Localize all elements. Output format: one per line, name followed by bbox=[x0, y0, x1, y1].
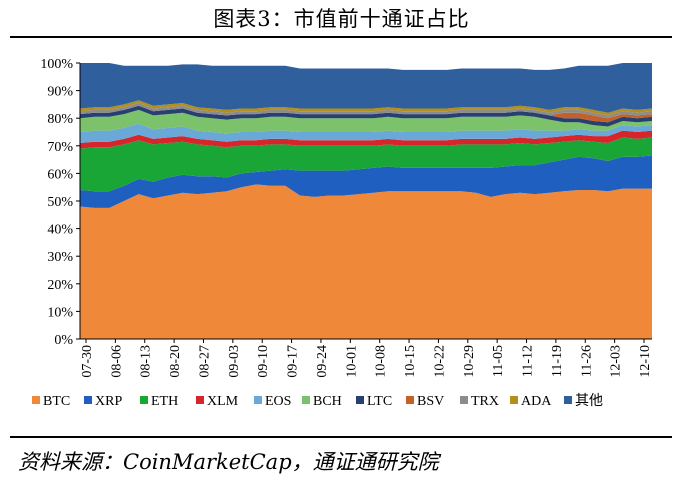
x-tick-label: 09-17 bbox=[286, 345, 301, 378]
legend-swatch bbox=[510, 396, 518, 404]
legend-swatch bbox=[406, 396, 414, 404]
x-tick-label: 10-01 bbox=[344, 345, 359, 378]
x-tick-labels: 07-30 08-06 08-13 08-20 08-27 09-03 09-10 09-17… bbox=[80, 339, 653, 378]
legend-label: LTC bbox=[367, 394, 392, 409]
area-series-group bbox=[80, 63, 652, 339]
y-tick-label: 100% bbox=[40, 57, 73, 72]
x-tick-label: 08-27 bbox=[197, 345, 212, 378]
x-tick-label: 09-03 bbox=[227, 345, 242, 378]
figure-title: 图表3：市值前十通证占比 bbox=[213, 7, 470, 31]
y-tick-label: 70% bbox=[47, 140, 73, 155]
x-tick-label: 12-03 bbox=[609, 345, 624, 378]
legend-label: TRX bbox=[471, 394, 499, 409]
x-tick-label: 12-10 bbox=[638, 345, 653, 378]
area-series-3 bbox=[80, 130, 652, 149]
legend-swatch bbox=[564, 396, 572, 404]
area-series-1 bbox=[80, 155, 652, 208]
y-tick-label: 60% bbox=[47, 167, 73, 182]
y-tick-label: 80% bbox=[47, 112, 73, 127]
area-series-10 bbox=[80, 63, 652, 113]
area-series-6 bbox=[80, 105, 652, 127]
x-tick-label: 11-12 bbox=[521, 345, 536, 377]
legend-swatch bbox=[460, 396, 468, 404]
legend-label: BTC bbox=[43, 394, 70, 409]
stacked-area-chart: 0%10%20%30%40%50%60%70%80%90%100% 07-30 0… bbox=[32, 57, 653, 409]
x-tick-label: 09-24 bbox=[315, 345, 330, 378]
y-tick-label: 0% bbox=[54, 333, 73, 348]
x-tick-label: 10-15 bbox=[403, 345, 418, 378]
area-series-0 bbox=[80, 184, 652, 339]
legend-swatch bbox=[140, 396, 148, 404]
legend-label: XLM bbox=[207, 394, 239, 409]
legend-swatch bbox=[32, 396, 40, 404]
y-tick-label: 10% bbox=[47, 305, 73, 320]
x-tick-label: 10-29 bbox=[462, 345, 477, 378]
x-tick-label: 08-13 bbox=[139, 345, 154, 378]
area-series-5 bbox=[80, 109, 652, 134]
legend-label: ADA bbox=[521, 394, 552, 409]
area-series-7 bbox=[80, 105, 652, 123]
y-tick-label: 30% bbox=[47, 250, 73, 265]
legend-swatch bbox=[356, 396, 364, 404]
legend-label: 其他 bbox=[575, 393, 603, 409]
x-tick-label: 10-08 bbox=[374, 345, 389, 378]
legend-label: EOS bbox=[265, 394, 291, 409]
x-tick-label: 11-05 bbox=[491, 345, 506, 377]
area-series-2 bbox=[80, 137, 652, 192]
x-tick-label: 11-26 bbox=[579, 345, 594, 377]
area-series-9 bbox=[80, 100, 652, 116]
bottom-rule bbox=[10, 436, 672, 438]
y-tick-labels: 0% 10% 20% 30% 40% 50% 60% 70% 80% 90% 100% bbox=[40, 57, 80, 348]
legend-swatch bbox=[196, 396, 204, 404]
y-tick-label: 90% bbox=[47, 85, 73, 100]
x-tick-label: 08-20 bbox=[168, 345, 183, 378]
y-tick-label: 40% bbox=[47, 223, 73, 238]
legend-label: BCH bbox=[313, 394, 342, 409]
legend-swatch bbox=[84, 396, 92, 404]
source-note: 资料来源：CoinMarketCap，通证通研究院 bbox=[18, 450, 439, 474]
y-tick-label: 20% bbox=[47, 278, 73, 293]
x-tick-label: 08-06 bbox=[109, 345, 124, 378]
legend: BTC XRP ETH XLM EOS BCH LTC BSV TRX ADA 其他 bbox=[32, 393, 603, 409]
legend-label: BSV bbox=[417, 394, 444, 409]
x-tick-label: 10-22 bbox=[432, 345, 447, 378]
legend-swatch bbox=[254, 396, 262, 404]
y-tick-label: 50% bbox=[47, 195, 73, 210]
top-rule bbox=[10, 36, 672, 38]
area-series-8 bbox=[80, 103, 652, 119]
legend-label: XRP bbox=[95, 394, 122, 409]
x-tick-label: 11-19 bbox=[550, 345, 565, 377]
x-tick-label: 09-10 bbox=[256, 345, 271, 378]
x-tick-label: 07-30 bbox=[80, 345, 95, 378]
area-series-4 bbox=[80, 123, 652, 143]
legend-swatch bbox=[302, 396, 310, 404]
legend-label: ETH bbox=[151, 394, 178, 409]
